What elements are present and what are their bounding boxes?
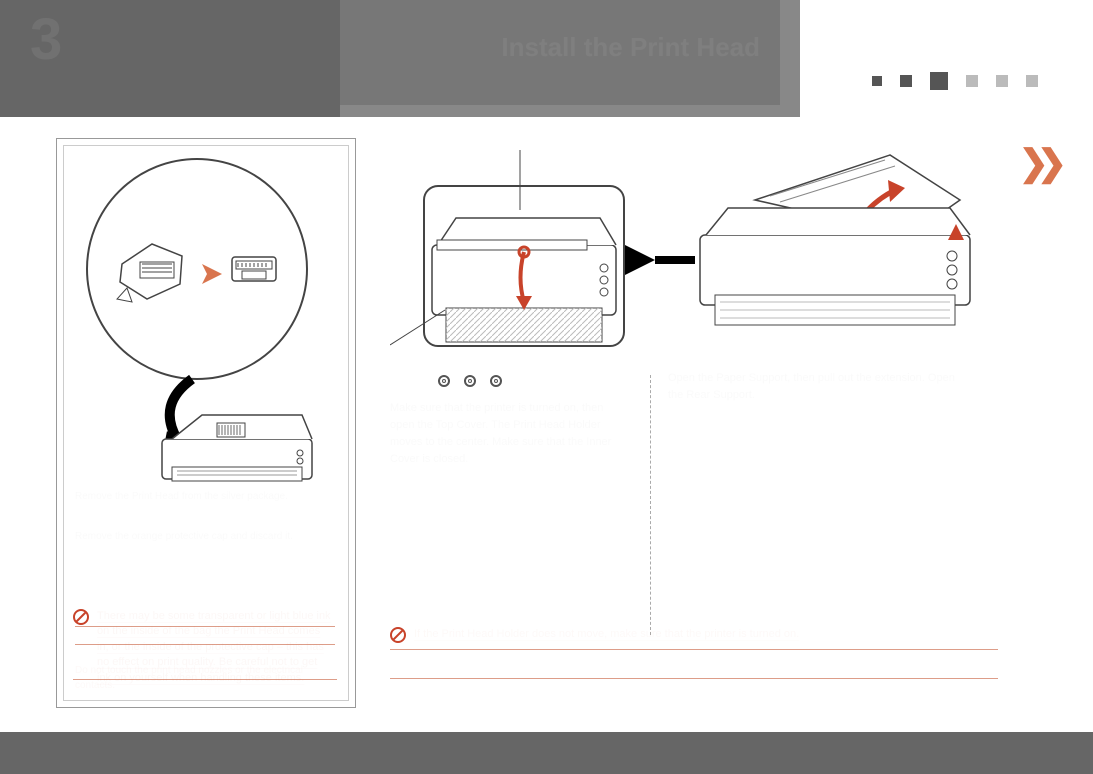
warn-rule	[390, 678, 998, 679]
inset-warning-2-text: Do not touch the print head nozzles or t…	[75, 663, 335, 693]
warn-rule	[75, 626, 335, 627]
footer-bar	[0, 732, 1093, 774]
printhead-detail-figure	[67, 149, 347, 489]
progress-step-current	[930, 72, 948, 90]
prohibition-icon	[390, 627, 406, 643]
wide-warning-text: If the Print Head Holder does not move, …	[414, 627, 799, 642]
wide-warning: If the Print Head Holder does not move, …	[390, 627, 998, 679]
left-col-text: Make sure that the printer is turned on,…	[390, 400, 630, 468]
inset-body-2: Remove the orange protective cap and dis…	[75, 529, 335, 544]
progress-indicator	[872, 72, 1038, 90]
instruction-column-left: Make sure that the printer is turned on,…	[390, 370, 630, 468]
main-figure	[390, 150, 1010, 370]
section-title: Install the Print Head	[501, 32, 760, 63]
step-number: 3	[30, 6, 62, 73]
warn-rule	[390, 649, 998, 650]
prohibition-icon	[73, 609, 89, 625]
instruction-column-right: Open the Paper Support, then pull out th…	[668, 370, 968, 404]
inset-panel: Remove the Print Head from the silver pa…	[56, 138, 356, 708]
progress-step	[966, 75, 978, 87]
progress-step	[872, 76, 882, 86]
manual-page: Install the Print Head 3 ❯❯	[0, 0, 1093, 774]
progress-step	[900, 75, 912, 87]
right-col-text: Open the Paper Support, then pull out th…	[668, 370, 968, 404]
header-band-left: 3	[0, 0, 340, 117]
column-divider	[650, 375, 651, 635]
warn-rule	[75, 644, 335, 645]
inset-body-1: Remove the Print Head from the silver pa…	[75, 489, 335, 504]
progress-step	[996, 75, 1008, 87]
next-page-icon: ❯❯	[1019, 142, 1055, 184]
progress-step	[1026, 75, 1038, 87]
